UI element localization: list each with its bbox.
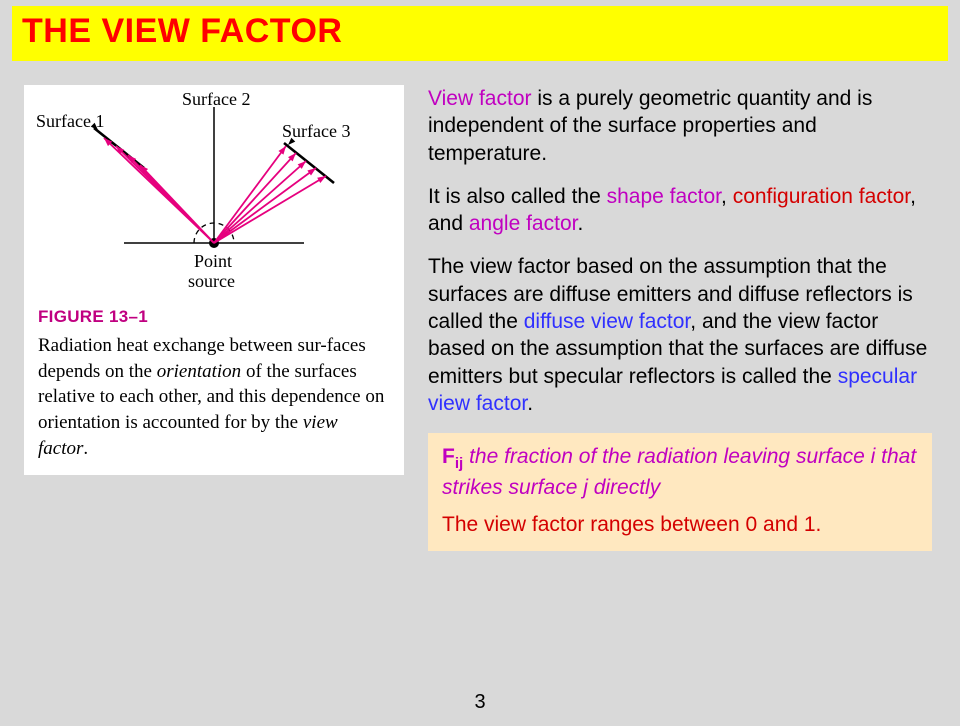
figure-diagram: Surface 2 Surface 1 Surface 3 Point sour… bbox=[34, 93, 394, 303]
definition-text: the fraction of the radiation leaving su… bbox=[442, 445, 916, 499]
figure-box: Surface 2 Surface 1 Surface 3 Point sour… bbox=[24, 85, 404, 475]
paragraph-1: View factor is a purely geometric quanti… bbox=[428, 85, 932, 167]
label-surface2: Surface 2 bbox=[182, 89, 250, 110]
page-number: 3 bbox=[0, 691, 960, 714]
caption-b: orientation bbox=[157, 361, 241, 382]
definition-line1: Fij the fraction of the radiation leavin… bbox=[442, 443, 918, 501]
paragraph-2: It is also called the shape factor, conf… bbox=[428, 183, 932, 238]
p1-term: View factor bbox=[428, 87, 532, 110]
title-bar: THE VIEW FACTOR bbox=[12, 6, 948, 61]
definition-symbol: F bbox=[442, 445, 455, 468]
left-column: Surface 2 Surface 1 Surface 3 Point sour… bbox=[24, 85, 404, 551]
label-surface3: Surface 3 bbox=[282, 121, 350, 142]
label-point-source-2: source bbox=[188, 271, 235, 292]
p2-g: . bbox=[577, 212, 583, 235]
definition-box: Fij the fraction of the radiation leavin… bbox=[428, 433, 932, 550]
label-surface1: Surface 1 bbox=[36, 111, 104, 132]
definition-subscript: ij bbox=[455, 455, 463, 472]
p2-b: shape factor bbox=[607, 185, 721, 208]
paragraph-3: The view factor based on the assumption … bbox=[428, 253, 932, 417]
figure-label: FIGURE 13–1 bbox=[38, 307, 394, 327]
slide-title: THE VIEW FACTOR bbox=[22, 12, 938, 51]
right-column: View factor is a purely geometric quanti… bbox=[428, 85, 940, 551]
figure-caption: Radiation heat exchange between sur-face… bbox=[34, 333, 394, 461]
p2-c: , bbox=[721, 185, 733, 208]
content-area: Surface 2 Surface 1 Surface 3 Point sour… bbox=[0, 61, 960, 551]
p3-e: . bbox=[527, 392, 533, 415]
definition-range: The view factor ranges between 0 and 1. bbox=[442, 511, 918, 538]
p3-b: diffuse view factor bbox=[524, 310, 691, 333]
label-point-source-1: Point bbox=[194, 251, 232, 272]
caption-e: . bbox=[83, 438, 88, 459]
p2-a: It is also called the bbox=[428, 185, 607, 208]
p2-f: angle factor bbox=[469, 212, 578, 235]
p2-d: configuration factor bbox=[733, 185, 910, 208]
